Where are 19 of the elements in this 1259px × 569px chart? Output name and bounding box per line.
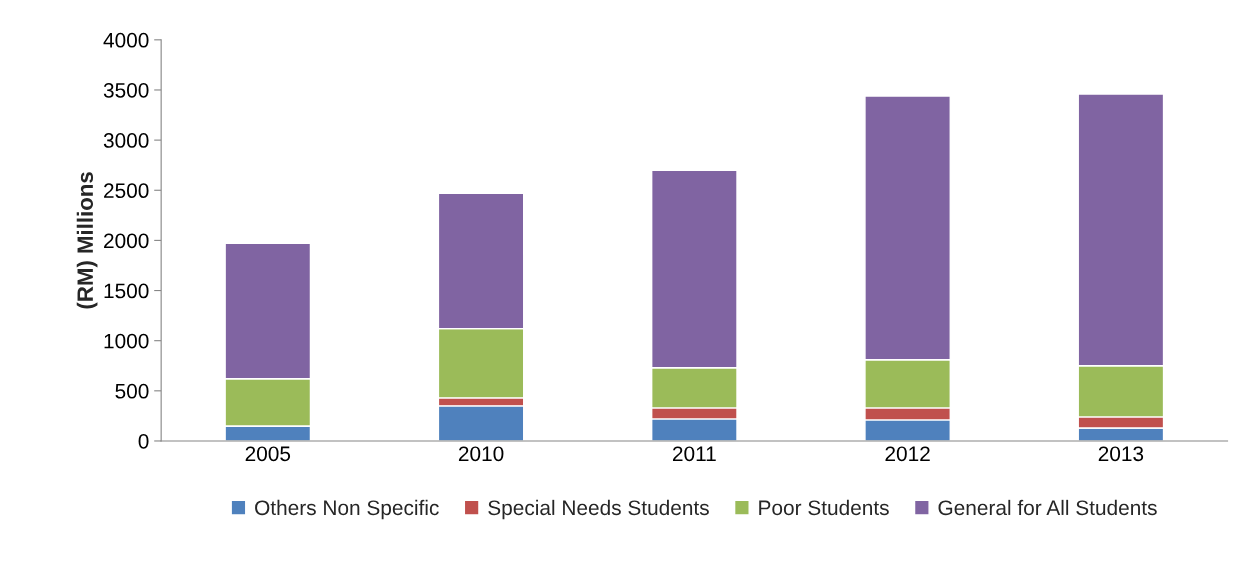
legend-label: Special Needs Students bbox=[488, 499, 709, 520]
x-tick-label: 2011 bbox=[672, 446, 716, 462]
y-tick-label: 500 bbox=[115, 383, 149, 399]
y-axis-title: (RM) Millions bbox=[76, 172, 98, 309]
legend-label: Poor Students bbox=[759, 499, 889, 516]
y-tick-label: 2000 bbox=[104, 233, 149, 249]
y-tick-label: 4000 bbox=[103, 32, 149, 48]
y-tick-label: 0 bbox=[138, 433, 149, 449]
x-tick-label: 2012 bbox=[885, 446, 930, 462]
y-tick-label: 1500 bbox=[104, 283, 149, 299]
x-tick-label: 2013 bbox=[1098, 446, 1144, 462]
y-tick-label: 3500 bbox=[103, 82, 149, 98]
x-tick-label: 2005 bbox=[245, 446, 291, 462]
y-tick-label: 3000 bbox=[103, 133, 149, 148]
y-tick-label: 2500 bbox=[104, 183, 149, 199]
legend-label: General for All Students bbox=[938, 499, 1157, 516]
x-tick-label: 2010 bbox=[458, 446, 504, 462]
legend-label: Others Non Specific bbox=[255, 499, 439, 520]
y-tick-label: 1000 bbox=[104, 333, 149, 349]
